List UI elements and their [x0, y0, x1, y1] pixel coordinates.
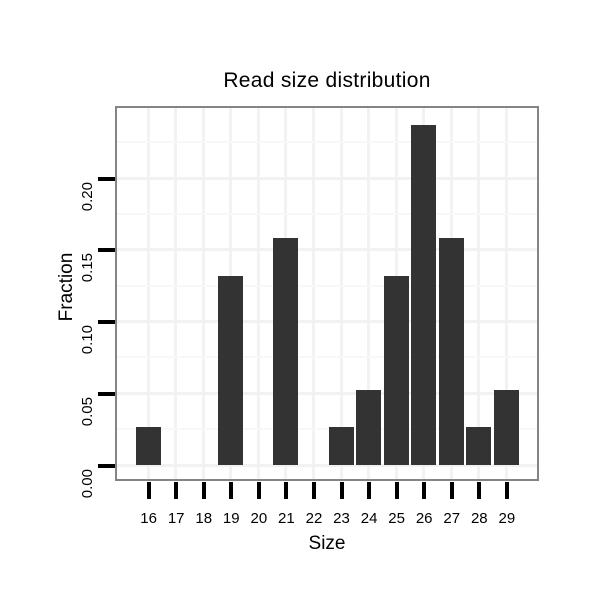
- y-axis-label: Fraction: [56, 252, 77, 322]
- x-tick: [367, 481, 372, 499]
- grid-major-line: [116, 248, 537, 252]
- x-tick: [146, 481, 151, 499]
- x-tick-label: 26: [415, 509, 433, 527]
- y-tick: [98, 176, 115, 181]
- grid-minor-line: [116, 284, 537, 287]
- grid-vertical-line: [146, 107, 150, 479]
- bar-size-16: [135, 427, 161, 465]
- x-tick-label: 24: [360, 509, 378, 527]
- plot-panel: [114, 105, 539, 481]
- x-tick-label: 20: [250, 509, 268, 527]
- x-tick-label: 23: [333, 509, 350, 527]
- x-tick-label: 19: [222, 509, 240, 527]
- grid-major-line: [116, 391, 537, 395]
- grid-minor-line: [116, 428, 537, 431]
- x-tick-label: 22: [305, 509, 323, 527]
- x-tick: [256, 481, 261, 499]
- x-tick-label: 17: [167, 509, 185, 527]
- x-tick: [504, 481, 509, 499]
- grid-vertical-line: [256, 107, 260, 479]
- grid-major-line: [116, 176, 537, 180]
- grid-minor-line: [116, 141, 537, 144]
- bar-size-29: [493, 389, 519, 465]
- x-tick-label: 28: [470, 509, 488, 527]
- bar-size-25: [383, 276, 409, 465]
- y-tick: [98, 463, 115, 468]
- bar-size-19: [218, 276, 244, 465]
- grid-minor-line: [116, 356, 537, 359]
- x-tick-label: 21: [278, 509, 295, 527]
- x-tick: [284, 481, 289, 499]
- x-tick-label: 18: [195, 509, 213, 527]
- y-tick-label: 0.10: [79, 325, 96, 355]
- y-tick: [98, 391, 115, 396]
- grid-minor-line: [116, 212, 537, 215]
- y-tick-label: 0.15: [79, 253, 96, 283]
- x-tick: [394, 481, 399, 499]
- y-tick-label: 0.05: [79, 396, 96, 426]
- grid-vertical-line: [339, 107, 343, 479]
- y-tick-label: 0.00: [79, 468, 96, 498]
- grid-vertical-line: [174, 107, 178, 479]
- bar-size-24: [356, 389, 382, 465]
- x-tick-label: 16: [140, 509, 157, 527]
- bar-size-27: [438, 238, 464, 465]
- x-tick-label: 29: [498, 509, 516, 527]
- grid-vertical-line: [311, 107, 315, 479]
- x-tick: [229, 481, 234, 499]
- y-tick: [98, 248, 115, 253]
- x-tick: [174, 481, 179, 499]
- bar-size-21: [273, 238, 299, 465]
- x-tick: [339, 481, 344, 499]
- y-tick: [98, 320, 115, 324]
- x-tick: [449, 481, 454, 499]
- grid-vertical-line: [477, 107, 481, 479]
- grid-vertical-line: [201, 107, 205, 479]
- bar-size-28: [466, 427, 492, 465]
- x-tick: [201, 481, 206, 499]
- x-tick-label: 25: [388, 509, 405, 527]
- bar-size-23: [328, 427, 354, 465]
- grid-major-line: [116, 107, 537, 108]
- bar-size-26: [411, 125, 437, 465]
- grid-major-line: [116, 320, 537, 323]
- x-tick: [422, 481, 427, 499]
- x-tick: [477, 481, 482, 499]
- grid-vertical-line: [367, 107, 371, 479]
- x-axis-label: Size: [308, 533, 346, 554]
- grid-major-line: [116, 463, 537, 467]
- y-tick-label: 0.20: [79, 181, 96, 211]
- chart-title: Read size distribution: [223, 69, 431, 92]
- x-tick-label: 27: [443, 509, 461, 527]
- grid-vertical-line: [504, 107, 508, 479]
- x-tick: [311, 481, 316, 499]
